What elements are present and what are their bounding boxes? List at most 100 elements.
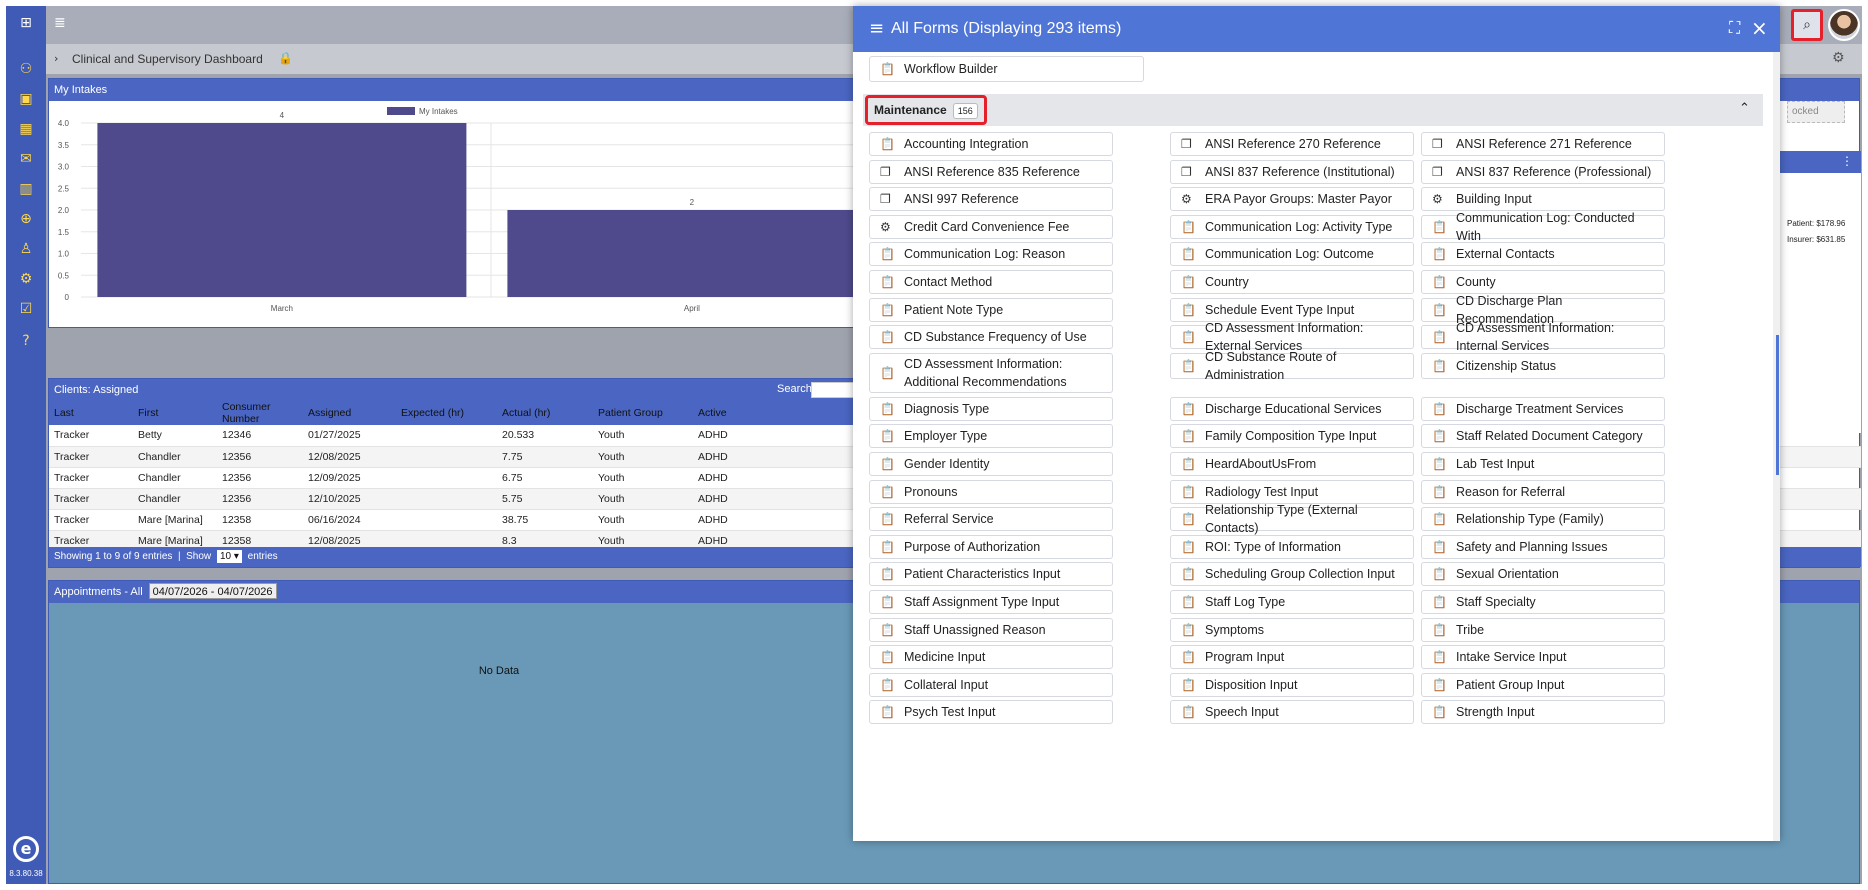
form-item[interactable]: 📋 Schedule Event Type Input	[1170, 297, 1414, 322]
scrollbar-thumb[interactable]	[1776, 335, 1779, 475]
page-size-select[interactable]: 10 ▾	[216, 550, 242, 563]
form-item[interactable]: 📋 Medicine Input	[869, 645, 1113, 670]
form-item[interactable]: 📋 Country	[1170, 270, 1414, 294]
form-item[interactable]: ❐ ANSI 997 Reference	[869, 187, 1113, 212]
form-item[interactable]: 📋 Pronouns	[869, 479, 1113, 504]
form-item[interactable]: ❐ ANSI Reference 270 Reference	[1170, 132, 1414, 156]
contact-card-icon[interactable]: ▣	[19, 91, 33, 107]
form-item[interactable]: 📋 Gender Identity	[869, 452, 1113, 476]
maintenance-section-header[interactable]: Maintenance 156 ⌃	[863, 94, 1763, 126]
more-icon[interactable]: ⋮	[1841, 154, 1853, 168]
lock-icon[interactable]: 🔒	[278, 51, 293, 65]
grid-menu-icon[interactable]: ⊞	[20, 15, 32, 31]
form-item[interactable]: 📋 Speech Input	[1170, 700, 1414, 725]
form-item[interactable]: ⚙ ERA Payor Groups: Master Payor	[1170, 187, 1414, 212]
person-icon[interactable]: ♙	[19, 241, 33, 257]
collapse-menu-icon[interactable]: ≣	[54, 15, 66, 31]
column-header[interactable]: Expected (hr)	[396, 401, 497, 425]
form-item[interactable]: 📋 CD Substance Route of Administration	[1170, 350, 1414, 382]
form-item[interactable]: 📋 Staff Related Document Category	[1421, 424, 1665, 449]
form-item[interactable]: 📋 Discharge Treatment Services	[1421, 396, 1665, 421]
form-item[interactable]: 📋 Discharge Educational Services	[1170, 396, 1414, 421]
form-item[interactable]: 📋 Purpose of Authorization	[869, 534, 1113, 559]
form-item[interactable]: ❐ ANSI Reference 835 Reference	[869, 159, 1113, 184]
gear-icon[interactable]: ⚙	[19, 271, 33, 287]
bar[interactable]	[507, 210, 877, 297]
user-avatar[interactable]	[1828, 9, 1860, 41]
form-item[interactable]: 📋 Strength Input	[1421, 700, 1665, 725]
form-item[interactable]: 📋 Tribe	[1421, 617, 1665, 642]
column-header[interactable]: Actual (hr)	[497, 401, 593, 425]
user-add-icon[interactable]: ⚇	[19, 61, 33, 77]
calendar-icon[interactable]: ▦	[19, 121, 33, 137]
form-item[interactable]: 📋 County	[1421, 270, 1665, 294]
medical-kit-icon[interactable]: ⊕	[20, 211, 32, 227]
form-item[interactable]: 📋 Program Input	[1170, 645, 1414, 670]
form-item[interactable]: 📋 Scheduling Group Collection Input	[1170, 562, 1414, 587]
form-item[interactable]: 📋 Reason for Referral	[1421, 479, 1665, 504]
form-item[interactable]: ❐ ANSI 837 Reference (Professional)	[1421, 159, 1665, 184]
help-icon[interactable]: ?	[22, 333, 30, 349]
form-item[interactable]: 📋 Safety and Planning Issues	[1421, 534, 1665, 559]
form-item[interactable]: 📋 Psych Test Input	[869, 700, 1113, 725]
close-icon[interactable]: ×	[1751, 16, 1768, 40]
bar[interactable]	[97, 123, 467, 297]
form-item[interactable]: 📋 Collateral Input	[869, 672, 1113, 697]
form-item[interactable]: 📋 Patient Characteristics Input	[869, 562, 1113, 587]
column-header[interactable]: Last	[49, 401, 133, 425]
form-item[interactable]: 📋 Employer Type	[869, 424, 1113, 449]
form-item[interactable]: 📋 Contact Method	[869, 270, 1113, 294]
form-item[interactable]: 📋 CD Assessment Information: Additional R…	[869, 352, 1113, 393]
fullscreen-icon[interactable]: ⛶	[1729, 18, 1741, 37]
form-item[interactable]: 📋 Sexual Orientation	[1421, 562, 1665, 587]
chevron-right-icon[interactable]: ›	[54, 52, 59, 65]
form-item[interactable]: 📋 Diagnosis Type	[869, 396, 1113, 421]
form-item[interactable]: 📋 Disposition Input	[1170, 672, 1414, 697]
form-item[interactable]: ⚙ Building Input	[1421, 187, 1665, 212]
column-header[interactable]: Active	[693, 401, 733, 425]
hamburger-icon[interactable]: ≡	[869, 18, 885, 39]
settings-gear-icon[interactable]: ⚙	[1832, 50, 1845, 66]
form-item[interactable]: 📋 Radiology Test Input	[1170, 479, 1414, 504]
form-item[interactable]: 📋 Relationship Type (Family)	[1421, 507, 1665, 532]
form-item[interactable]: 📋 Family Composition Type Input	[1170, 424, 1414, 449]
form-item[interactable]: 📋 Symptoms	[1170, 617, 1414, 642]
form-item[interactable]: 📋 Citizenship Status	[1421, 352, 1665, 379]
form-item[interactable]: 📋 CD Assessment Information: Internal Ser…	[1421, 321, 1665, 353]
form-item[interactable]: 📋 Communication Log: Reason	[869, 242, 1113, 267]
form-item[interactable]: 📋 Staff Assignment Type Input	[869, 590, 1113, 614]
search-button[interactable]: ⌕	[1791, 9, 1823, 41]
building-icon[interactable]: ▥	[19, 181, 33, 197]
mail-icon[interactable]: ✉	[20, 151, 32, 167]
form-item[interactable]: ❐ ANSI 837 Reference (Institutional)	[1170, 159, 1414, 184]
form-item[interactable]: 📋 Accounting Integration	[869, 132, 1113, 156]
form-item[interactable]: 📋 ROI: Type of Information	[1170, 534, 1414, 559]
form-item[interactable]: 📋 Communication Log: Conducted With	[1421, 211, 1665, 243]
form-item[interactable]: 📋 External Contacts	[1421, 242, 1665, 267]
form-item[interactable]: 📋 Relationship Type (External Contacts)	[1170, 503, 1414, 535]
form-item-workflow-builder[interactable]: 📋 Workflow Builder	[869, 56, 1144, 82]
form-item[interactable]: ❐ ANSI Reference 271 Reference	[1421, 132, 1665, 156]
chevron-up-icon[interactable]: ⌃	[1739, 101, 1750, 116]
form-item[interactable]: 📋 Communication Log: Activity Type	[1170, 214, 1414, 239]
form-item[interactable]: 📋 Patient Group Input	[1421, 672, 1665, 697]
date-range-input[interactable]: 04/07/2026 - 04/07/2026	[148, 583, 277, 599]
form-item[interactable]: 📋 HeardAboutUsFrom	[1170, 452, 1414, 476]
column-header[interactable]: First	[133, 401, 217, 425]
form-item[interactable]: 📋 Patient Note Type	[869, 297, 1113, 322]
form-item[interactable]: 📋 Staff Specialty	[1421, 590, 1665, 614]
form-item[interactable]: 📋 CD Discharge Plan Recommendation	[1421, 294, 1665, 326]
form-item[interactable]: 📋 CD Assessment Information: External Ser…	[1170, 321, 1414, 353]
form-item[interactable]: 📋 Staff Unassigned Reason	[869, 617, 1113, 642]
form-item[interactable]: 📋 Communication Log: Outcome	[1170, 242, 1414, 267]
form-item[interactable]: 📋 CD Substance Frequency of Use	[869, 325, 1113, 350]
form-item[interactable]: 📋 Intake Service Input	[1421, 645, 1665, 670]
form-item[interactable]: 📋 Lab Test Input	[1421, 452, 1665, 476]
column-header[interactable]: Consumer Number	[217, 401, 303, 425]
column-header[interactable]: Assigned	[303, 401, 396, 425]
form-item[interactable]: 📋 Referral Service	[869, 507, 1113, 532]
form-item[interactable]: 📋 Staff Log Type	[1170, 590, 1414, 614]
form-item[interactable]: ⚙ Credit Card Convenience Fee	[869, 214, 1113, 239]
column-header[interactable]: Patient Group	[593, 401, 693, 425]
checklist-icon[interactable]: ☑	[19, 301, 33, 317]
